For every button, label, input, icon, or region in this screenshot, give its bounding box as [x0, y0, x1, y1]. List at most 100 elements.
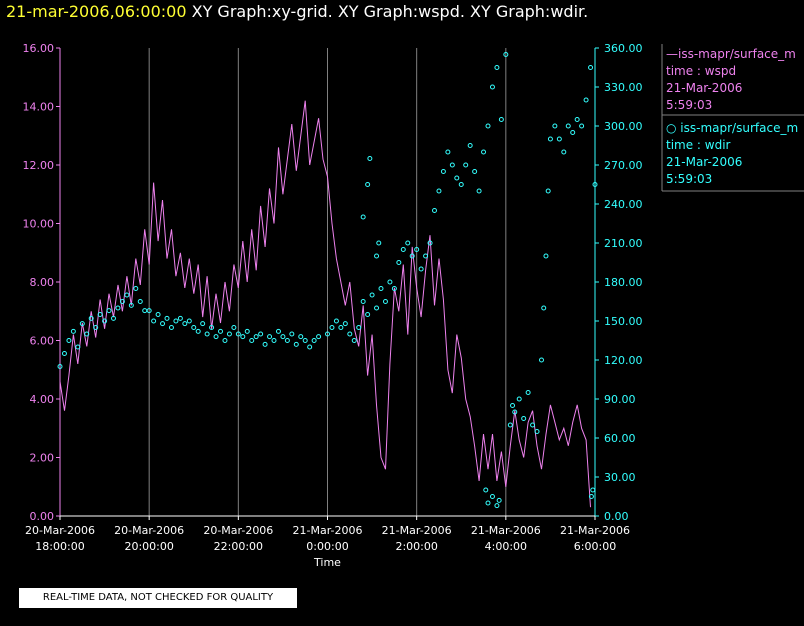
series-wdir-point-44 — [253, 334, 259, 340]
y-right-tick-label-7: 210.00 — [604, 237, 643, 250]
series-wdir-point-129 — [496, 497, 502, 503]
series-wdir-point-83 — [432, 208, 437, 213]
legend-wdir-variable: time : wdir — [666, 138, 731, 152]
series-wdir-point-16 — [128, 302, 134, 308]
series-wdir-point-104 — [521, 416, 527, 421]
series-wdir-point-41 — [240, 334, 246, 340]
x-axis-label: Time — [313, 556, 341, 569]
series-wdir-point-36 — [218, 328, 223, 334]
series-wdir-point-31 — [195, 328, 201, 334]
y-right-tick-label-1: 30.00 — [604, 471, 636, 484]
series-wdir-point-131 — [365, 182, 371, 187]
series-wdir-point-86 — [445, 149, 451, 155]
series-wdir-point-38 — [226, 331, 232, 337]
series-wdir-point-40 — [235, 331, 241, 337]
series-wdir-point-113 — [552, 123, 558, 129]
series-wdir-point-49 — [275, 328, 281, 334]
series-wdir-point-34 — [209, 325, 215, 330]
y-right-tick-label-4: 120.00 — [604, 354, 643, 367]
series-wdir-point-84 — [436, 188, 442, 194]
series-wdir-point-39 — [231, 325, 237, 330]
y-left-tick-label-5: 10.00 — [23, 218, 55, 231]
series-wdir-point-18 — [137, 299, 143, 304]
series-wdir-point-70 — [374, 305, 380, 311]
x-tick-date-4: 21-Mar-2006 — [382, 524, 452, 537]
disclaimer-label: REAL-TIME DATA, NOT CHECKED FOR QUALITY — [19, 588, 297, 608]
series-wdir-point-114 — [556, 136, 562, 142]
series-wdir-point-30 — [191, 325, 197, 330]
series-wdir-point-79 — [414, 247, 420, 252]
series-wdir-point-13 — [115, 305, 121, 311]
header-graph-titles: XY Graph:xy-grid. XY Graph:wspd. XY Grap… — [191, 2, 589, 21]
legend-wdir-dot-icon: ○ — [666, 121, 681, 135]
series-wdir-point-22 — [155, 312, 161, 317]
series-wdir-point-62 — [338, 325, 344, 330]
series-wdir-point-132 — [367, 156, 373, 161]
x-tick-date-2: 20-Mar-2006 — [203, 524, 273, 537]
series-wdir-point-45 — [258, 331, 264, 337]
series-wdir-point-57 — [311, 338, 317, 343]
series-wdir-point-43 — [249, 338, 255, 343]
legend-wspd: —iss-mapr/surface_m time : wspd 21-Mar-2… — [666, 46, 796, 114]
legend-wspd-series: iss-mapr/surface_m — [678, 47, 796, 61]
series-wdir-point-5 — [79, 321, 85, 327]
series-wdir-point-120 — [583, 97, 589, 103]
x-tick-time-6: 6:00:00 — [574, 540, 616, 553]
series-wdir-point-116 — [565, 123, 571, 129]
series-wdir-point-33 — [204, 331, 210, 337]
series-wdir-point-20 — [146, 308, 152, 314]
y-left-tick-label-4: 8.00 — [30, 276, 55, 289]
series-wdir-point-78 — [409, 253, 415, 259]
legend-wspd-line-icon: — — [666, 47, 678, 61]
series-wdir-point-106 — [530, 422, 536, 428]
y-right-tick-label-5: 150.00 — [604, 315, 643, 328]
series-wdir-point-7 — [88, 315, 94, 321]
series-wdir-point-1 — [61, 351, 67, 356]
x-tick-time-2: 22:00:00 — [214, 540, 263, 553]
series-wdir-point-99 — [503, 52, 509, 57]
series-wdir-point-124 — [588, 494, 594, 499]
series-wdir-point-54 — [298, 334, 304, 340]
series-wdir-point-102 — [512, 409, 518, 415]
series-wdir-point-17 — [133, 286, 139, 291]
series-wdir-point-76 — [400, 247, 406, 252]
series-wdir-point-32 — [200, 321, 206, 327]
series-wdir-point-12 — [111, 315, 116, 321]
x-tick-date-0: 20-Mar-2006 — [25, 524, 95, 537]
page-header: 21-mar-2006,06:00:00 XY Graph:xy-grid. X… — [6, 2, 588, 21]
series-wdir-point-108 — [539, 357, 544, 363]
series-wdir-point-59 — [325, 331, 330, 337]
series-wdir-point-91 — [467, 143, 473, 148]
series-wdir-point-46 — [262, 341, 268, 347]
series-wdir-point-122 — [592, 182, 598, 187]
series-wdir-point-25 — [168, 325, 174, 330]
series-wdir-point-77 — [405, 240, 411, 246]
x-tick-date-1: 20-Mar-2006 — [114, 524, 184, 537]
legend-wdir-date: 21-Mar-2006 — [666, 155, 743, 169]
series-wdir-point-53 — [293, 341, 299, 347]
series-wdir-point-118 — [574, 117, 580, 122]
series-wdir-point-23 — [160, 321, 166, 327]
y-right-tick-label-11: 330.00 — [604, 81, 643, 94]
series-wdir-point-60 — [329, 325, 335, 330]
series-wdir-point-11 — [106, 308, 112, 314]
series-wdir-point-130 — [360, 214, 366, 220]
series-wdir-point-81 — [423, 253, 429, 259]
series-wdir-point-87 — [449, 162, 455, 168]
y-right-tick-label-3: 90.00 — [604, 393, 636, 406]
series-wdir-point-107 — [534, 429, 540, 434]
series-wdir-point-95 — [485, 123, 491, 129]
series-wdir-point-94 — [481, 149, 487, 155]
series-wdir-point-119 — [579, 123, 585, 129]
series-wdir-point-14 — [119, 299, 125, 304]
x-tick-time-4: 2:00:00 — [395, 540, 437, 553]
series-wdir-point-50 — [280, 334, 286, 340]
series-wdir-point-133 — [374, 253, 380, 259]
legend-wspd-time: 5:59:03 — [666, 98, 713, 112]
series-wdir-point-125 — [483, 487, 489, 493]
series-wspd-line — [59, 100, 591, 508]
series-wdir-point-109 — [541, 305, 547, 311]
series-wdir-point-73 — [387, 279, 393, 285]
series-wdir-point-15 — [124, 292, 130, 298]
